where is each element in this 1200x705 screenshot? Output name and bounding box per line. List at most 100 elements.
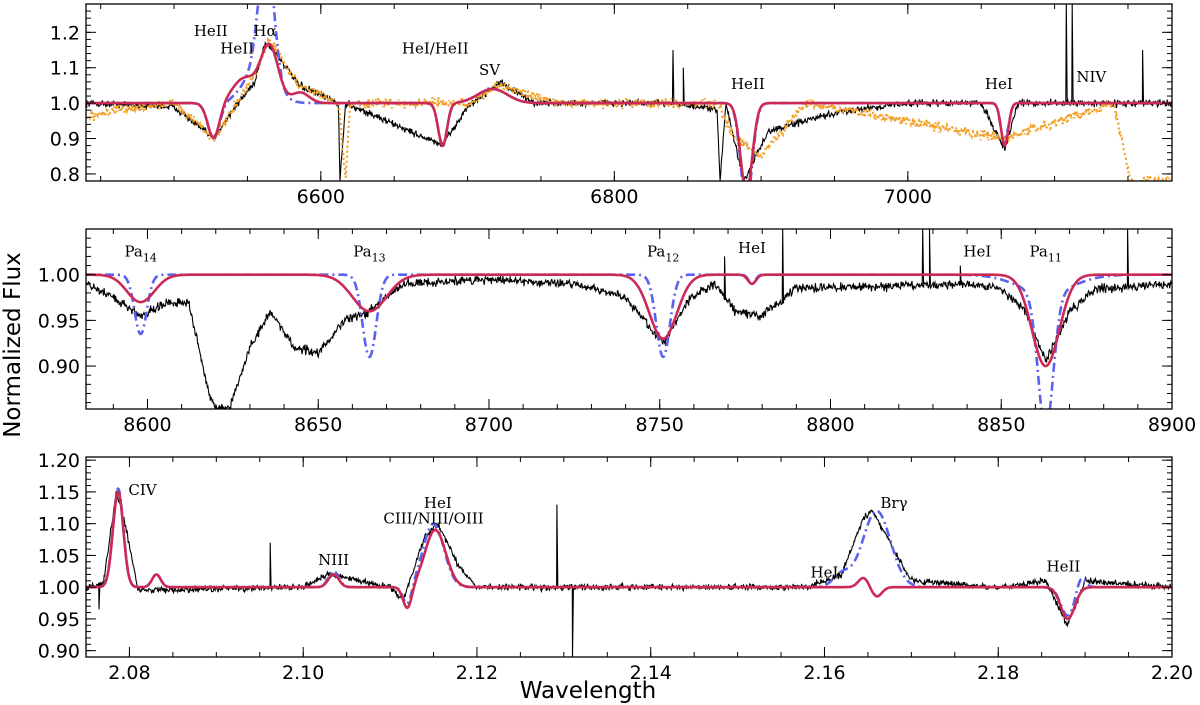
line-label: SV <box>479 61 501 79</box>
line-label: CIII/NIII/OIII <box>383 510 483 528</box>
plot-area-middle <box>86 229 1172 409</box>
line-label-text: HeI <box>811 564 839 582</box>
y-tick-label: 1.15 <box>38 482 80 504</box>
line-label-text: CIII/NIII/OIII <box>383 510 483 528</box>
y-tick-label: 0.95 <box>38 609 80 631</box>
line-label-text: HeI <box>738 239 766 257</box>
x-tick-label: 8800 <box>806 414 854 436</box>
line-label: HeII <box>194 22 228 40</box>
line-label-text: HeII <box>731 75 765 93</box>
line-label: Pa14 <box>124 242 156 264</box>
line-label-text: Pa <box>124 242 142 260</box>
series-model-red-top <box>86 42 1172 181</box>
y-tick-label: 0.90 <box>38 356 80 378</box>
line-label-text: HeII <box>220 40 254 58</box>
line-label: HeI <box>738 239 766 257</box>
y-tick-label: 1.05 <box>38 545 80 567</box>
line-label: Pa11 <box>1029 242 1061 264</box>
x-tick-label: 2.12 <box>456 662 498 684</box>
line-label: Pa13 <box>353 242 385 264</box>
x-tick-label: 2.08 <box>108 662 150 684</box>
y-tick-label: 0.9 <box>50 129 80 151</box>
y-tick-label: 1.10 <box>38 514 80 536</box>
y-tick-label: 1.00 <box>38 577 80 599</box>
line-label: Brγ <box>880 494 907 512</box>
x-tick-label: 2.20 <box>1151 662 1193 684</box>
y-axis-bottom: 0.90 0.95 1.00 1.05 1.10 1.15 1.20 <box>38 450 1172 663</box>
x-tick-label: 8750 <box>636 414 684 436</box>
line-label-text: Pa <box>1029 242 1047 260</box>
x-tick-label: 7000 <box>884 186 932 208</box>
y-tick-label: 1.1 <box>50 58 80 80</box>
x-axis-middle: 8600 8650 8700 8750 8800 8850 8900 <box>112 229 1196 436</box>
x-axis-top: 6600 6800 7000 <box>100 4 1129 208</box>
line-label: HeI <box>963 242 991 260</box>
line-label-text: HeI <box>424 494 452 512</box>
line-label-text: Brγ <box>880 494 907 512</box>
line-label: Hα <box>253 22 276 40</box>
line-label-text: NIV <box>1076 68 1107 86</box>
plot-area-top <box>86 4 1172 181</box>
line-label: Pa12 <box>647 242 679 264</box>
y-tick-label: 1.20 <box>38 450 80 472</box>
line-label-text: HeI/HeII <box>402 40 469 58</box>
x-tick-label: 2.16 <box>803 662 845 684</box>
x-tick-label: 8900 <box>1148 414 1196 436</box>
series-model-red-bottom <box>86 490 1172 621</box>
x-tick-label: 2.18 <box>977 662 1019 684</box>
y-axis-middle: 0.90 0.95 1.00 <box>38 228 1172 404</box>
series-model-red-middle <box>86 273 1172 368</box>
y-tick-label: 0.90 <box>38 641 80 663</box>
y-axis-top: 0.8 0.9 1.0 1.1 1.2 <box>50 3 1172 186</box>
line-label-subscript: 13 <box>372 251 386 264</box>
frame-bottom <box>85 456 1173 658</box>
line-label-text: HeI <box>985 75 1013 93</box>
x-tick-label: 6800 <box>590 186 638 208</box>
x-tick-label: 2.14 <box>630 662 672 684</box>
x-tick-label: 8700 <box>465 414 513 436</box>
line-label-text: CIV <box>128 481 157 499</box>
line-label: HeII <box>731 75 765 93</box>
x-tick-label: 8650 <box>294 414 342 436</box>
line-label: NIII <box>318 551 349 569</box>
line-label-text: NIII <box>318 551 349 569</box>
y-tick-label: 0.95 <box>38 310 80 332</box>
y-tick-label: 1.00 <box>38 265 80 287</box>
x-axis-label: Wavelength <box>520 678 656 704</box>
x-tick-label: 8850 <box>977 414 1025 436</box>
y-axis-label: Normalized Flux <box>0 252 26 438</box>
series-model-blue-bottom <box>86 487 1172 617</box>
line-label-text: HeII <box>1046 557 1080 575</box>
y-tick-label: 1.2 <box>50 22 80 44</box>
line-label: HeI <box>811 564 839 582</box>
x-tick-label: 8600 <box>123 414 171 436</box>
line-label: HeI/HeII <box>402 40 469 58</box>
line-label-subscript: 11 <box>1048 251 1062 264</box>
panel-bottom: 2.08 2.10 2.12 2.14 2.16 2.18 2.20 0.90 0.95 1.00… <box>38 450 1193 684</box>
line-label-text: Pa <box>353 242 371 260</box>
line-label: HeI <box>985 75 1013 93</box>
frame-middle <box>85 228 1173 410</box>
series-observed-bottom <box>86 491 1172 657</box>
line-label-text: Pa <box>647 242 665 260</box>
line-label-text: SV <box>479 61 501 79</box>
line-label-text: HeI <box>963 242 991 260</box>
y-tick-label: 0.8 <box>50 164 80 186</box>
line-label: HeII <box>1046 557 1080 575</box>
panel-middle: 8600 8650 8700 8750 8800 8850 8900 0.90 0.95 1.00… <box>38 228 1196 436</box>
line-label: HeII <box>220 40 254 58</box>
plot-area-bottom <box>86 487 1172 657</box>
series-observed-middle <box>86 229 1172 409</box>
line-label: HeI <box>424 494 452 512</box>
line-label-subscript: 14 <box>143 251 157 264</box>
line-label-subscript: 12 <box>665 251 679 264</box>
line-label-text: HeII <box>194 22 228 40</box>
line-label: NIV <box>1076 68 1107 86</box>
series-observed-alt-top <box>86 35 1172 181</box>
